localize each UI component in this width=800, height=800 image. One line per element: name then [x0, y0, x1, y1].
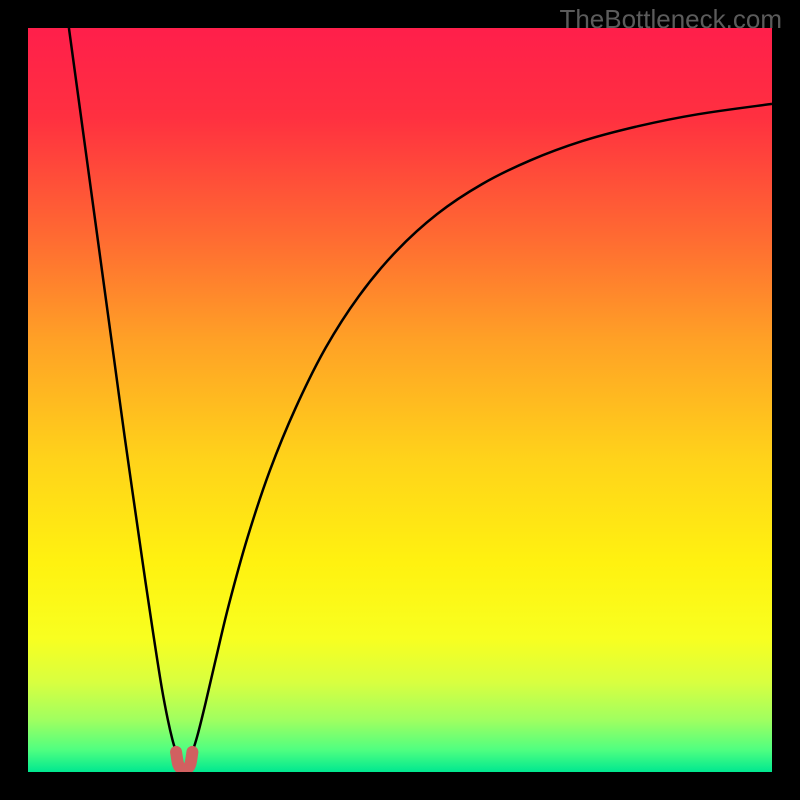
gradient-background	[28, 28, 772, 772]
plot-svg	[0, 0, 800, 800]
figure-root: TheBottleneck.com	[0, 0, 800, 800]
watermark-text: TheBottleneck.com	[559, 4, 782, 35]
